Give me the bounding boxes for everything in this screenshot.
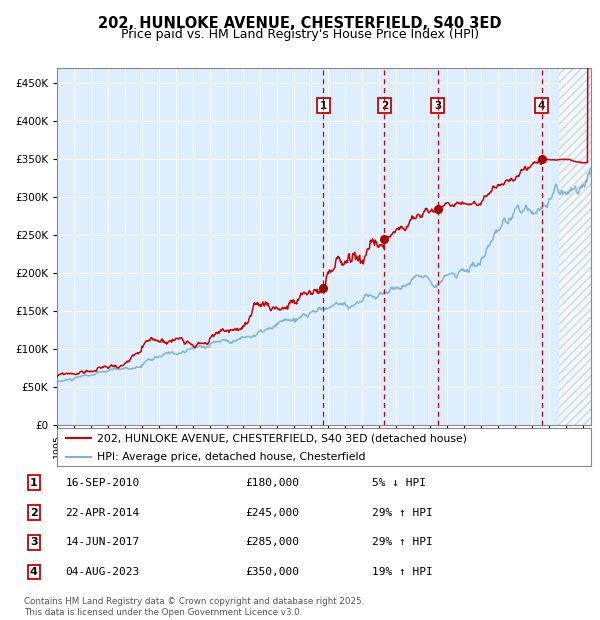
Text: 29% ↑ HPI: 29% ↑ HPI bbox=[372, 538, 433, 547]
Text: 1: 1 bbox=[30, 478, 38, 488]
Text: 04-AUG-2023: 04-AUG-2023 bbox=[65, 567, 140, 577]
Text: Contains HM Land Registry data © Crown copyright and database right 2025.
This d: Contains HM Land Registry data © Crown c… bbox=[24, 598, 364, 617]
Text: 19% ↑ HPI: 19% ↑ HPI bbox=[372, 567, 433, 577]
Text: 202, HUNLOKE AVENUE, CHESTERFIELD, S40 3ED: 202, HUNLOKE AVENUE, CHESTERFIELD, S40 3… bbox=[98, 16, 502, 30]
Bar bbox=[559, 68, 599, 425]
Text: 4: 4 bbox=[30, 567, 38, 577]
Text: £350,000: £350,000 bbox=[245, 567, 299, 577]
Text: 16-SEP-2010: 16-SEP-2010 bbox=[65, 478, 140, 488]
Text: 22-APR-2014: 22-APR-2014 bbox=[65, 508, 140, 518]
Text: HPI: Average price, detached house, Chesterfield: HPI: Average price, detached house, Ches… bbox=[97, 451, 365, 462]
Text: Price paid vs. HM Land Registry's House Price Index (HPI): Price paid vs. HM Land Registry's House … bbox=[121, 28, 479, 41]
Text: 202, HUNLOKE AVENUE, CHESTERFIELD, S40 3ED (detached house): 202, HUNLOKE AVENUE, CHESTERFIELD, S40 3… bbox=[97, 433, 467, 443]
Text: 3: 3 bbox=[434, 100, 441, 110]
Text: £180,000: £180,000 bbox=[245, 478, 299, 488]
Text: £245,000: £245,000 bbox=[245, 508, 299, 518]
Text: £285,000: £285,000 bbox=[245, 538, 299, 547]
Text: 4: 4 bbox=[538, 100, 545, 110]
Text: 2: 2 bbox=[381, 100, 388, 110]
Text: 1: 1 bbox=[320, 100, 327, 110]
Text: 5% ↓ HPI: 5% ↓ HPI bbox=[372, 478, 426, 488]
Text: 2: 2 bbox=[30, 508, 38, 518]
Text: 29% ↑ HPI: 29% ↑ HPI bbox=[372, 508, 433, 518]
Text: 3: 3 bbox=[30, 538, 38, 547]
Text: 14-JUN-2017: 14-JUN-2017 bbox=[65, 538, 140, 547]
